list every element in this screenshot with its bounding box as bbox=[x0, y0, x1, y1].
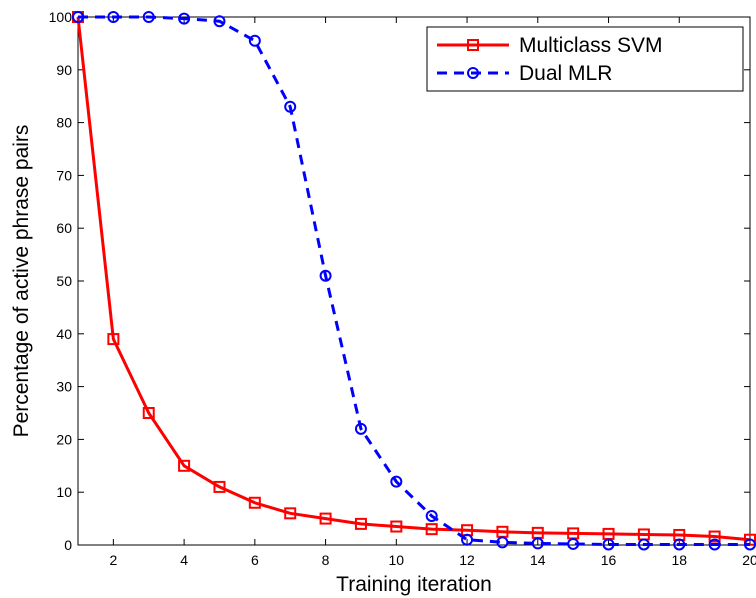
data-point bbox=[284, 100, 297, 113]
legend-item: Dual MLR bbox=[437, 62, 612, 85]
data-point bbox=[178, 12, 191, 25]
y-tick-label: 70 bbox=[56, 167, 72, 183]
data-point bbox=[107, 333, 120, 346]
data-point bbox=[107, 11, 120, 23]
data-point bbox=[319, 512, 332, 525]
legend-label: Dual MLR bbox=[519, 62, 612, 85]
legend-marker bbox=[467, 67, 479, 79]
data-point bbox=[319, 269, 332, 282]
data-point bbox=[744, 538, 756, 551]
x-tick-label: 18 bbox=[671, 552, 687, 568]
x-tick-label: 14 bbox=[530, 552, 546, 568]
x-tick-label: 6 bbox=[251, 552, 259, 568]
y-tick-label: 100 bbox=[49, 9, 73, 25]
data-point bbox=[425, 509, 438, 522]
data-point bbox=[213, 480, 226, 493]
data-point bbox=[461, 533, 474, 546]
data-point bbox=[496, 536, 509, 549]
x-tick-label: 8 bbox=[322, 552, 330, 568]
data-point bbox=[673, 538, 686, 551]
y-tick-label: 80 bbox=[56, 115, 72, 131]
legend-item: Multiclass SVM bbox=[437, 34, 663, 57]
x-axis: 2 4 6 8 10 12 14 16 18 20 bbox=[109, 17, 756, 568]
data-point bbox=[390, 475, 403, 488]
data-point bbox=[213, 15, 226, 28]
y-tick-label: 40 bbox=[56, 326, 72, 342]
y-tick-label: 50 bbox=[56, 273, 72, 289]
data-point bbox=[284, 507, 297, 520]
y-axis-title: Percentage of active phrase pairs bbox=[10, 125, 33, 438]
series-1 bbox=[72, 11, 756, 546]
legend-box bbox=[426, 26, 744, 92]
data-point bbox=[425, 523, 438, 536]
legend: Multiclass SVM Dual MLR bbox=[426, 26, 744, 92]
data-point bbox=[708, 530, 721, 543]
y-tick-label: 20 bbox=[56, 431, 72, 447]
data-point bbox=[248, 34, 261, 47]
y-tick-label: 60 bbox=[56, 220, 72, 236]
x-tick-label: 2 bbox=[109, 552, 117, 568]
data-point bbox=[178, 459, 191, 472]
data-point bbox=[602, 538, 615, 551]
x-axis-title: Training iteration bbox=[336, 573, 492, 596]
data-point bbox=[354, 422, 367, 435]
data-point bbox=[531, 537, 544, 550]
y-tick-label: 0 bbox=[64, 537, 72, 553]
x-tick-label: 16 bbox=[601, 552, 617, 568]
legend-label: Multiclass SVM bbox=[519, 34, 663, 57]
y-tick-label: 30 bbox=[56, 379, 72, 395]
data-point bbox=[708, 538, 721, 551]
data-point bbox=[354, 517, 367, 530]
y-tick-label: 90 bbox=[56, 62, 72, 78]
data-point bbox=[142, 11, 155, 23]
data-point bbox=[248, 496, 261, 509]
y-tick-label: 10 bbox=[56, 484, 72, 500]
data-point bbox=[142, 407, 155, 419]
x-tick-label: 4 bbox=[180, 552, 188, 568]
legend-marker bbox=[467, 39, 479, 51]
series-2 bbox=[72, 11, 756, 551]
x-tick-label: 12 bbox=[459, 552, 475, 568]
x-tick-label: 20 bbox=[742, 552, 756, 568]
data-point bbox=[567, 537, 580, 550]
data-point bbox=[72, 11, 84, 23]
data-point bbox=[390, 520, 403, 533]
series-layer bbox=[72, 11, 756, 551]
x-tick-label: 10 bbox=[389, 552, 405, 568]
data-point bbox=[637, 538, 650, 551]
